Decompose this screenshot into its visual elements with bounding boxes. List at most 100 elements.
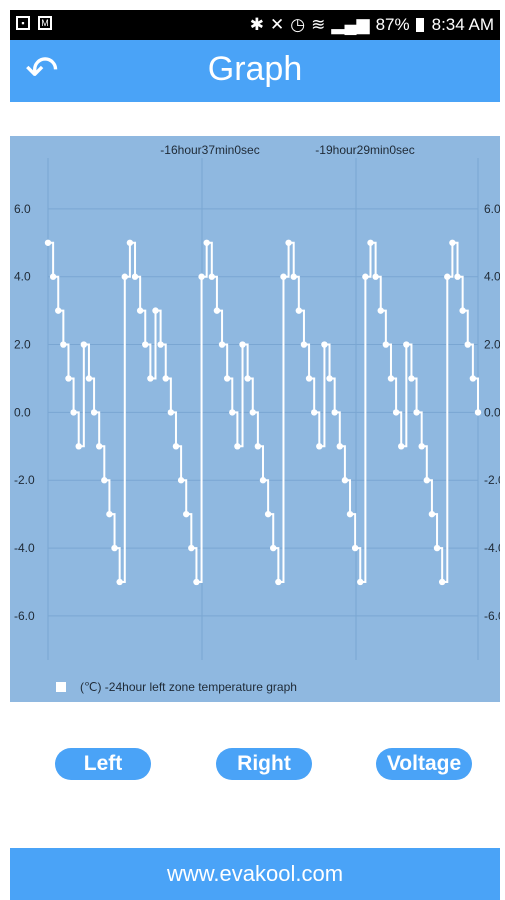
chart-legend: (℃) -24hour left zone temperature graph	[10, 678, 500, 702]
data-point	[464, 341, 471, 348]
data-point	[398, 443, 405, 450]
data-point	[147, 375, 154, 382]
page-title: Graph	[207, 50, 303, 88]
data-point	[111, 544, 118, 552]
data-point	[239, 341, 246, 348]
chart-area: 6.0 6.0 4.0 4.0 2.0 2.0 0.0 0.0 -2.0 -2.0 -4.0 -4.0…	[10, 136, 505, 702]
voltage-button[interactable]: Voltage	[376, 748, 472, 780]
battery-icon	[415, 18, 424, 32]
data-point	[377, 307, 384, 314]
data-point	[295, 307, 303, 314]
data-point	[336, 443, 343, 450]
y-tick-label-left: 4.0	[14, 270, 31, 284]
data-point	[85, 375, 93, 382]
data-point	[316, 443, 323, 450]
data-point	[101, 477, 108, 484]
data-point	[403, 341, 410, 348]
data-point	[203, 239, 210, 246]
y-tick-label-left: 0.0	[14, 405, 31, 419]
data-point	[249, 409, 256, 416]
y-tick-label-left: -4.0	[14, 541, 35, 555]
data-point	[392, 409, 400, 416]
data-point	[254, 443, 262, 450]
data-point	[280, 273, 287, 280]
data-point	[162, 375, 169, 382]
data-point	[346, 510, 354, 518]
data-point	[259, 477, 267, 484]
data-point	[331, 409, 338, 416]
bluetooth-icon: ✱	[249, 15, 265, 34]
y-tick-label-right: -2.0	[484, 473, 500, 487]
data-point	[198, 273, 205, 280]
y-tick-label-right: -4.0	[484, 541, 500, 555]
data-point	[152, 307, 159, 314]
data-point	[208, 273, 216, 280]
data-point	[413, 409, 420, 416]
app-bar: ↶ Graph	[10, 40, 500, 102]
data-point	[418, 443, 425, 450]
status-bar: ▪ M ✱ ✕ ◷ ≋ ▂▄▆ 87% 8:34 AM	[10, 10, 500, 40]
y-tick-label-left: 2.0	[14, 338, 31, 352]
data-point	[351, 544, 359, 552]
data-point	[444, 273, 451, 280]
y-tick-label-right: 0.0	[484, 405, 500, 419]
data-point	[408, 375, 415, 382]
y-tick-label-right: 6.0	[484, 202, 500, 216]
data-point	[433, 544, 441, 552]
data-point	[362, 273, 369, 280]
data-point	[188, 544, 195, 552]
alarm-icon: ◷	[290, 15, 306, 34]
top-time-label: -16hour37min0sec	[160, 143, 259, 157]
image-icon: ▪	[16, 16, 30, 30]
y-tick-label-right: 4.0	[484, 270, 500, 284]
data-point	[49, 273, 57, 280]
data-point	[367, 239, 374, 246]
data-point	[218, 341, 226, 348]
data-point	[459, 307, 466, 314]
data-point	[126, 239, 134, 246]
legend-label: (℃) -24hour left zone temperature graph	[80, 680, 297, 694]
data-point	[55, 307, 62, 314]
signal-icon: ▂▄▆	[331, 15, 370, 34]
data-point	[75, 443, 82, 450]
footer-link[interactable]: www.evakool.com	[10, 848, 500, 900]
data-point	[300, 341, 308, 348]
data-point	[157, 341, 164, 348]
battery-percent: 87%	[375, 15, 410, 34]
data-point	[270, 544, 277, 552]
data-point	[372, 273, 379, 280]
back-arrow-icon[interactable]: ↶	[25, 49, 59, 93]
data-point	[136, 307, 144, 314]
y-tick-label-left: -6.0	[14, 609, 35, 623]
data-point	[341, 477, 349, 484]
data-point	[193, 578, 200, 586]
data-point	[310, 409, 318, 416]
data-point	[264, 510, 272, 518]
y-tick-label-left: -2.0	[14, 473, 35, 487]
data-point	[244, 375, 251, 382]
data-point	[449, 239, 456, 246]
data-point	[423, 477, 431, 484]
right-button[interactable]: Right	[216, 748, 312, 780]
top-time-label: -19hour29min0sec	[315, 143, 414, 157]
data-point	[116, 578, 123, 586]
data-point	[70, 409, 77, 416]
data-point	[290, 273, 297, 280]
data-point	[454, 273, 461, 280]
data-point	[213, 307, 221, 314]
data-point	[474, 409, 482, 416]
wifi-icon: ≋	[311, 15, 326, 34]
data-point	[382, 341, 390, 348]
y-tick-label-left: 6.0	[14, 202, 31, 216]
temperature-chart: 6.0 6.0 4.0 4.0 2.0 2.0 0.0 0.0 -2.0 -2.0 -4.0 -4.0…	[14, 143, 505, 660]
data-point	[357, 578, 364, 586]
data-point	[387, 375, 395, 382]
data-point	[106, 510, 113, 518]
data-point	[229, 409, 236, 416]
data-point	[80, 341, 88, 348]
data-point	[321, 341, 328, 348]
data-point	[326, 375, 333, 382]
legend-swatch	[56, 682, 66, 692]
data-point	[234, 443, 241, 450]
left-button[interactable]: Left	[55, 748, 151, 780]
